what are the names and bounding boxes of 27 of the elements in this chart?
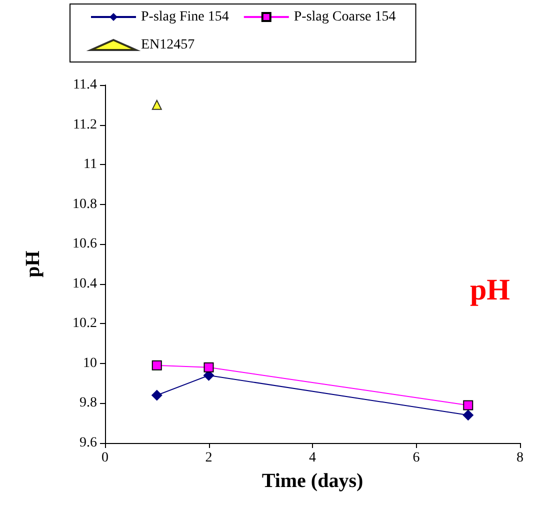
y-tick-label: 10 [83, 356, 97, 371]
y-axis-title: pH [22, 250, 44, 278]
y-tick-label: 10.4 [72, 276, 97, 292]
point [152, 100, 162, 110]
legend-label: P-slag Fine 154 [141, 10, 229, 24]
x-tick-label: 0 [102, 450, 108, 466]
point [463, 400, 474, 410]
legend-label: EN12457 [141, 38, 195, 52]
y-tick-label: 11.2 [73, 117, 97, 132]
point [462, 410, 474, 421]
x-tick-label: 8 [516, 450, 524, 466]
point [152, 360, 162, 370]
x-tick-label: 6 [412, 450, 420, 466]
y-tick-label: 10.6 [72, 236, 97, 252]
y-tick-label: 9.6 [80, 436, 97, 450]
x-tick-label: 2 [205, 450, 212, 466]
annotation: pH [470, 274, 510, 306]
legend-label: P-slag Coarse 154 [294, 10, 396, 24]
y-tick-label: 11 [84, 157, 97, 172]
point [204, 362, 214, 372]
y-tick-label: 10.2 [72, 316, 97, 332]
y-tick-label: 9.8 [80, 396, 97, 411]
x-axis-title: Time (days) [262, 470, 364, 492]
y-tick-label: 10.8 [72, 196, 97, 212]
point [151, 390, 162, 401]
y-tick-label: 11.4 [73, 78, 97, 92]
x-tick-label: 4 [309, 450, 316, 466]
